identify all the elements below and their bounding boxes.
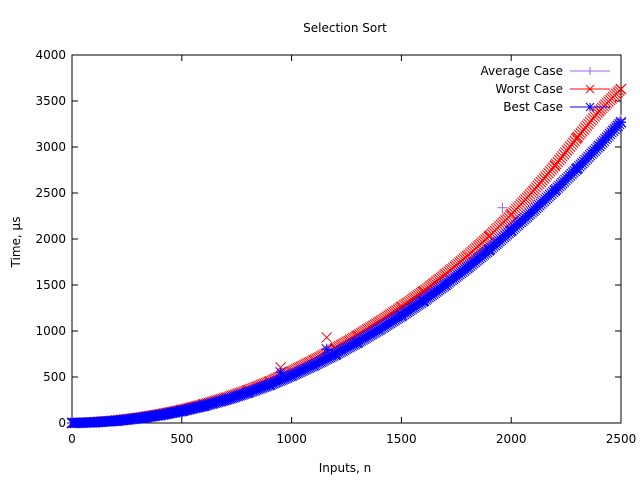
data-point [220,394,232,406]
data-point [275,367,286,378]
data-point [308,360,319,371]
data-point [374,324,385,335]
y-axis-label: Time, µs [9,217,23,269]
data-point [66,417,78,429]
data-point [264,379,275,391]
data-point [110,415,122,427]
y-tick-label: 2000 [35,232,66,246]
data-point [461,262,473,274]
data-point [286,370,297,381]
data-point [497,202,508,213]
y-tick-label: 4000 [35,48,66,62]
y-tick-label: 1500 [35,278,66,292]
data-point [321,332,333,343]
x-tick-label: 0 [68,432,76,446]
data-point [321,344,333,355]
series-worst-case [66,83,627,429]
data-point [593,105,605,117]
data-point [571,163,583,174]
data-point [176,405,188,417]
chart-title: Selection Sort [303,21,387,35]
x-tick-label: 500 [170,432,193,446]
x-tick-label: 1500 [386,432,417,446]
plot-area [66,83,627,429]
data-point [505,225,517,237]
legend: Average Case Worst Case Best Case [481,64,610,114]
series-best-case [66,116,627,429]
y-tick-label: 1000 [35,324,66,338]
legend-label: Average Case [481,64,563,78]
series-average-case [67,114,626,428]
data-point [352,337,363,348]
data-point [154,409,166,421]
data-point [439,279,451,291]
data-point [396,310,407,322]
data-point [593,140,605,152]
y-tick-label: 3500 [35,94,66,108]
data-point [527,205,539,217]
axes: 0 500 1000 1500 2000 2500 0 500 1000 1500 2000 2500… [35,48,636,446]
data-point [615,116,627,128]
data-point [505,209,517,220]
data-point [330,349,341,360]
data-point [418,295,429,307]
legend-label: Best Case [503,100,563,114]
data-point [132,413,144,424]
legend-marker [586,67,594,75]
data-point [88,417,100,428]
data-point [242,387,254,399]
legend-marker [585,102,595,112]
data-point [198,400,210,412]
data-point [549,184,561,196]
data-point [483,244,495,256]
y-tick-label: 2500 [35,186,66,200]
y-tick-label: 0 [58,416,66,430]
x-tick-label: 2500 [606,432,637,446]
x-axis-label: Inputs, n [319,461,372,475]
data-point [549,160,561,171]
x-tick-label: 2000 [496,432,527,446]
x-tick-label: 1000 [276,432,307,446]
data-point [571,132,583,144]
legend-label: Worst Case [495,82,563,96]
legend-marker [585,84,595,94]
data-point [615,83,627,95]
y-tick-label: 500 [43,370,66,384]
data-point [527,185,539,197]
y-tick-label: 3000 [35,140,66,154]
